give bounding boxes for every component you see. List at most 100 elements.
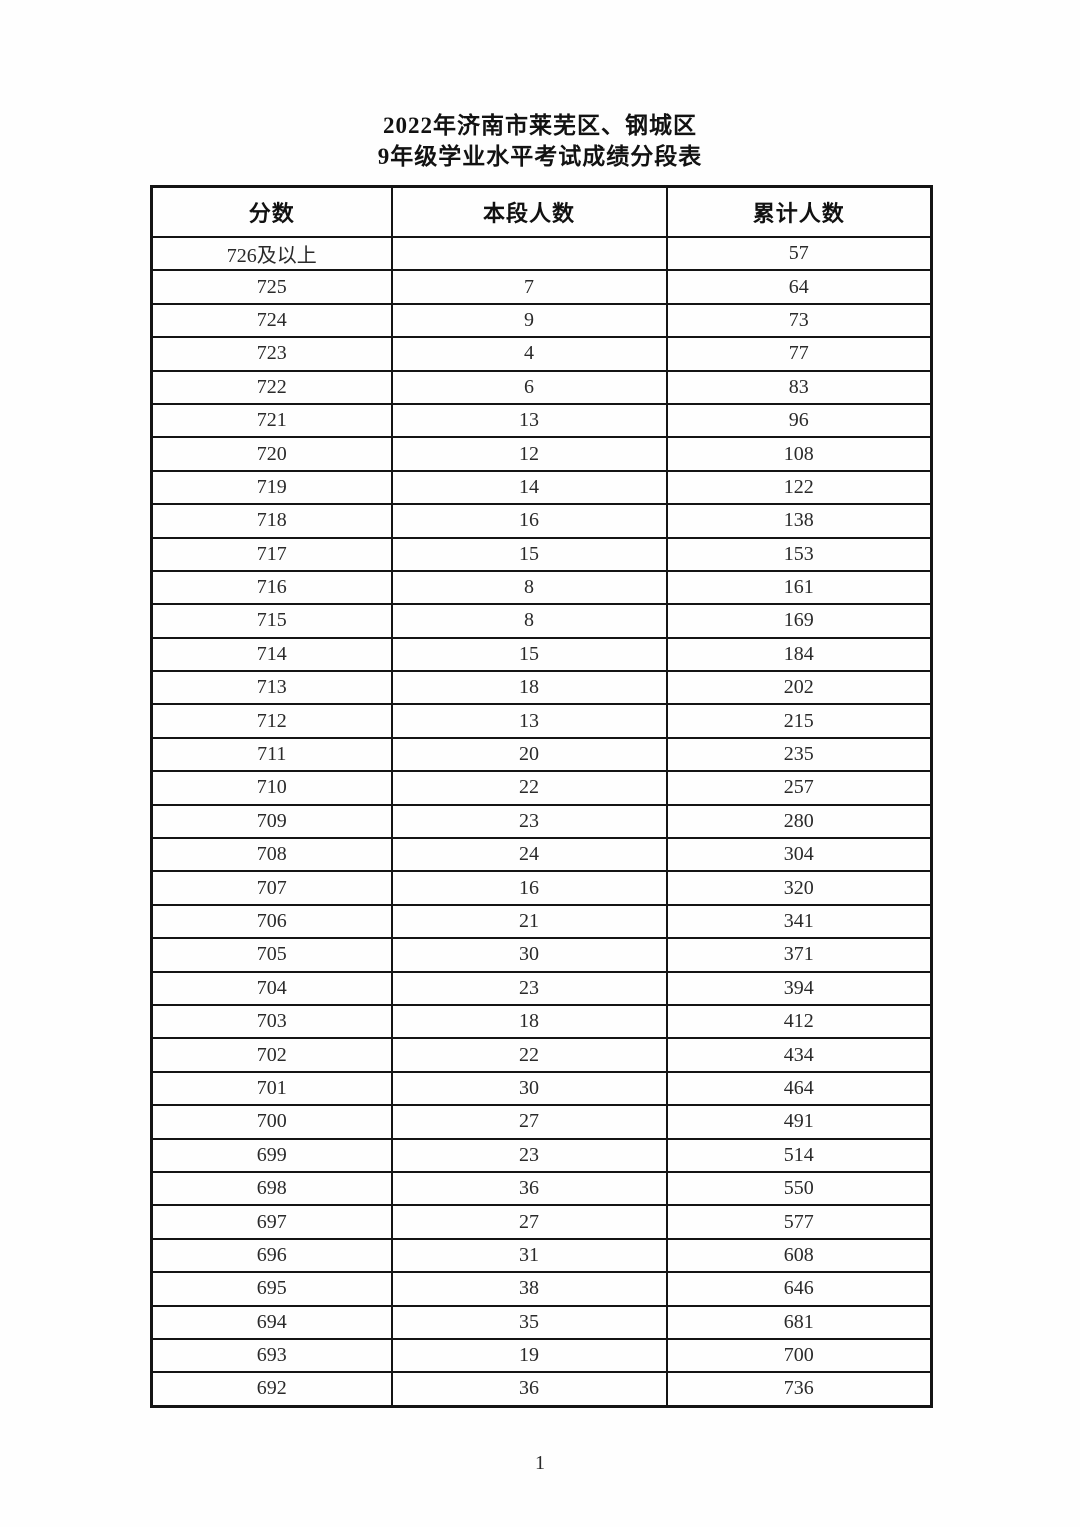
cell-score: 725 bbox=[150, 269, 393, 305]
column-header: 累计人数 bbox=[665, 185, 933, 238]
table-row: 706 21 341 bbox=[150, 903, 933, 940]
cell-score: 726及以上 bbox=[150, 235, 393, 272]
cell-score: 700 bbox=[150, 1104, 393, 1140]
cell-score: 721 bbox=[150, 402, 393, 439]
cell-score: 718 bbox=[150, 503, 393, 539]
cell-segment-count: 22 bbox=[390, 1037, 668, 1073]
table-header-row: 分数 本段人数 累计人数 bbox=[150, 185, 933, 238]
score-distribution-table: 分数 本段人数 累计人数 726及以上 57 725 7 64 724 9 73 723 4 77 722… bbox=[150, 185, 933, 1408]
document-title-line2: 9年级学业水平考试成绩分段表 bbox=[377, 144, 703, 169]
cell-cumulative-count: 514 bbox=[665, 1137, 933, 1173]
table-row: 719 14 122 bbox=[150, 469, 933, 506]
cell-cumulative-count: 412 bbox=[665, 1003, 933, 1040]
cell-score: 701 bbox=[150, 1070, 393, 1107]
cell-score: 698 bbox=[150, 1170, 393, 1207]
cell-cumulative-count: 394 bbox=[665, 970, 933, 1006]
cell-score: 693 bbox=[150, 1337, 393, 1374]
cell-score: 707 bbox=[150, 870, 393, 906]
table-row: 714 15 184 bbox=[150, 636, 933, 673]
cell-cumulative-count: 169 bbox=[665, 603, 933, 639]
cell-segment-count: 12 bbox=[390, 436, 668, 472]
cell-cumulative-count: 77 bbox=[665, 336, 933, 372]
table-row: 701 30 464 bbox=[150, 1070, 933, 1107]
cell-segment-count: 36 bbox=[390, 1371, 668, 1408]
cell-segment-count: 15 bbox=[390, 636, 668, 673]
cell-score: 722 bbox=[150, 369, 393, 405]
cell-score: 723 bbox=[150, 336, 393, 372]
cell-segment-count: 13 bbox=[390, 703, 668, 739]
cell-score: 717 bbox=[150, 536, 393, 572]
table-row: 703 18 412 bbox=[150, 1003, 933, 1040]
cell-segment-count: 24 bbox=[390, 837, 668, 873]
cell-cumulative-count: 341 bbox=[665, 903, 933, 940]
cell-cumulative-count: 434 bbox=[665, 1037, 933, 1073]
cell-score: 709 bbox=[150, 803, 393, 840]
cell-segment-count: 31 bbox=[390, 1237, 668, 1274]
cell-score: 712 bbox=[150, 703, 393, 739]
cell-cumulative-count: 304 bbox=[665, 837, 933, 873]
table-row: 721 13 96 bbox=[150, 402, 933, 439]
cell-segment-count: 16 bbox=[390, 870, 668, 906]
cell-segment-count: 38 bbox=[390, 1271, 668, 1307]
table-row: 698 36 550 bbox=[150, 1170, 933, 1207]
cell-cumulative-count: 235 bbox=[665, 736, 933, 773]
table-row: 722 6 83 bbox=[150, 369, 933, 405]
table-row: 708 24 304 bbox=[150, 837, 933, 873]
cell-segment-count: 18 bbox=[390, 1003, 668, 1040]
table-row: 713 18 202 bbox=[150, 670, 933, 706]
cell-segment-count: 30 bbox=[390, 1070, 668, 1107]
table-row: 697 27 577 bbox=[150, 1204, 933, 1240]
table-row: 702 22 434 bbox=[150, 1037, 933, 1073]
cell-segment-count: 19 bbox=[390, 1337, 668, 1374]
cell-cumulative-count: 280 bbox=[665, 803, 933, 840]
cell-score: 699 bbox=[150, 1137, 393, 1173]
cell-score: 706 bbox=[150, 903, 393, 940]
cell-segment-count bbox=[390, 235, 668, 272]
cell-score: 715 bbox=[150, 603, 393, 639]
column-header: 本段人数 bbox=[390, 185, 668, 238]
table-row: 700 27 491 bbox=[150, 1104, 933, 1140]
cell-segment-count: 6 bbox=[390, 369, 668, 405]
cell-segment-count: 14 bbox=[390, 469, 668, 506]
cell-score: 703 bbox=[150, 1003, 393, 1040]
cell-cumulative-count: 646 bbox=[665, 1271, 933, 1307]
cell-segment-count: 15 bbox=[390, 536, 668, 572]
cell-segment-count: 13 bbox=[390, 402, 668, 439]
cell-score: 714 bbox=[150, 636, 393, 673]
cell-score: 702 bbox=[150, 1037, 393, 1073]
cell-score: 704 bbox=[150, 970, 393, 1006]
cell-cumulative-count: 202 bbox=[665, 670, 933, 706]
page-number: 1 bbox=[535, 1452, 545, 1474]
cell-cumulative-count: 108 bbox=[665, 436, 933, 472]
cell-cumulative-count: 736 bbox=[665, 1371, 933, 1408]
column-header: 分数 bbox=[150, 185, 393, 238]
table-row: 718 16 138 bbox=[150, 503, 933, 539]
cell-segment-count: 8 bbox=[390, 603, 668, 639]
table-body: 726及以上 57 725 7 64 724 9 73 723 4 77 722 6 83 721 13 96 7… bbox=[150, 235, 933, 1408]
cell-cumulative-count: 184 bbox=[665, 636, 933, 673]
cell-cumulative-count: 161 bbox=[665, 569, 933, 606]
table-row: 716 8 161 bbox=[150, 569, 933, 606]
cell-cumulative-count: 257 bbox=[665, 770, 933, 806]
table-row: 726及以上 57 bbox=[150, 235, 933, 272]
cell-segment-count: 23 bbox=[390, 803, 668, 840]
cell-score: 719 bbox=[150, 469, 393, 506]
table-row: 696 31 608 bbox=[150, 1237, 933, 1274]
cell-segment-count: 36 bbox=[390, 1170, 668, 1207]
cell-cumulative-count: 681 bbox=[665, 1304, 933, 1340]
cell-segment-count: 27 bbox=[390, 1204, 668, 1240]
cell-cumulative-count: 138 bbox=[665, 503, 933, 539]
cell-score: 696 bbox=[150, 1237, 393, 1274]
table-row: 715 8 169 bbox=[150, 603, 933, 639]
cell-score: 720 bbox=[150, 436, 393, 472]
table-row: 694 35 681 bbox=[150, 1304, 933, 1340]
cell-score: 694 bbox=[150, 1304, 393, 1340]
cell-segment-count: 20 bbox=[390, 736, 668, 773]
table-row: 707 16 320 bbox=[150, 870, 933, 906]
cell-segment-count: 18 bbox=[390, 670, 668, 706]
cell-segment-count: 27 bbox=[390, 1104, 668, 1140]
table-row: 709 23 280 bbox=[150, 803, 933, 840]
cell-cumulative-count: 73 bbox=[665, 302, 933, 339]
cell-score: 713 bbox=[150, 670, 393, 706]
